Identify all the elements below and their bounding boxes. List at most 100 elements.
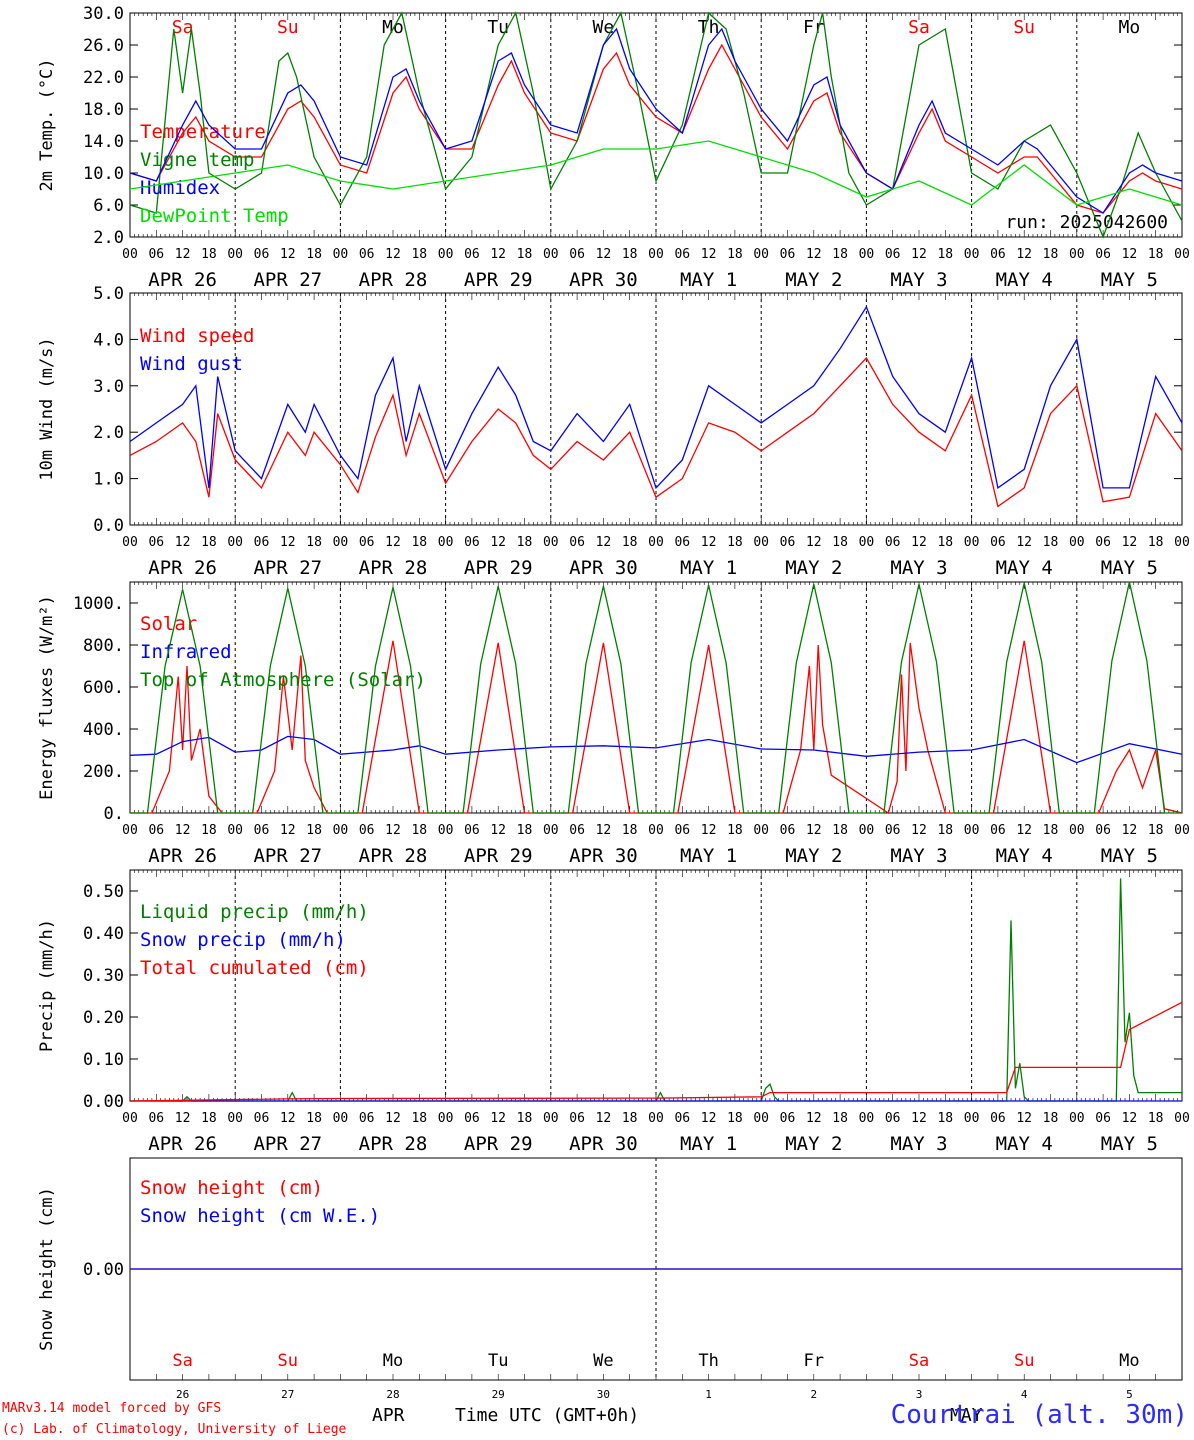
hour-tick-label: 06 <box>254 247 270 262</box>
legend-entry: Liquid precip (mm/h) <box>140 901 369 923</box>
date-label: APR 30 <box>569 557 638 579</box>
hour-tick-label: 00 <box>648 535 664 550</box>
hour-tick-label: 12 <box>175 535 191 550</box>
date-label: APR 28 <box>359 557 428 579</box>
weekday-label: Mo <box>1119 1351 1139 1371</box>
hour-tick-label: 00 <box>333 535 349 550</box>
hour-tick-label: 00 <box>122 247 138 262</box>
date-label: MAY 4 <box>996 557 1053 579</box>
weekday-label: Fr <box>804 1351 824 1371</box>
hour-tick-label: 00 <box>227 823 243 838</box>
hour-tick-label: 06 <box>885 1111 901 1126</box>
hour-tick-label: 18 <box>622 247 638 262</box>
hour-tick-label: 18 <box>517 535 533 550</box>
legend-entry: Top of Atmosphere (Solar) <box>140 669 426 691</box>
hour-tick-label: 12 <box>280 247 296 262</box>
hour-tick-label: 00 <box>333 247 349 262</box>
weekday-label: Su <box>1014 1351 1034 1371</box>
hour-tick-label: 00 <box>753 535 769 550</box>
hour-tick-label: 12 <box>806 1111 822 1126</box>
station-label: Courtrai (alt. 30m) <box>890 1400 1188 1430</box>
hour-tick-label: 12 <box>490 535 506 550</box>
hour-tick-label: 18 <box>937 535 953 550</box>
date-label: MAY 5 <box>1101 845 1158 867</box>
date-label: MAY 1 <box>680 1133 737 1155</box>
y-tick-label: 800. <box>83 636 124 656</box>
hour-tick-label: 12 <box>596 823 612 838</box>
hour-tick-label: 06 <box>359 823 375 838</box>
hour-tick-label: 12 <box>596 1111 612 1126</box>
hour-tick-label: 00 <box>964 535 980 550</box>
series-line-0 <box>129 43 1183 214</box>
hour-tick-label: 18 <box>1148 823 1164 838</box>
hour-tick-label: 18 <box>832 1111 848 1126</box>
hour-tick-label: 18 <box>517 1111 533 1126</box>
hour-tick-label: 18 <box>517 247 533 262</box>
date-label: MAY 1 <box>680 845 737 867</box>
credit-label: (c) Lab. of Climatology, University of L… <box>2 1422 347 1437</box>
hour-tick-label: 12 <box>385 535 401 550</box>
hour-tick-label: 00 <box>964 247 980 262</box>
hour-tick-label: 06 <box>569 247 585 262</box>
hour-tick-label: 00 <box>753 823 769 838</box>
hour-tick-label: 06 <box>885 247 901 262</box>
hour-tick-label: 06 <box>254 1111 270 1126</box>
weekday-label: Sa <box>909 1351 929 1371</box>
legend-entry: Wind gust <box>140 353 243 375</box>
date-label: APR 27 <box>253 269 322 291</box>
hour-tick-label: 12 <box>175 823 191 838</box>
date-label: APR 29 <box>464 845 533 867</box>
series-line-2 <box>130 581 1182 814</box>
hour-tick-label: 00 <box>964 823 980 838</box>
legend-entry: Wind speed <box>140 325 254 347</box>
hour-tick-label: 18 <box>411 535 427 550</box>
hour-tick-label: 00 <box>859 1111 875 1126</box>
weekday-label: Mo <box>383 1351 403 1371</box>
weekday-label: Mo <box>1119 17 1141 38</box>
weekday-label: Tu <box>487 17 509 38</box>
hour-tick-label: 18 <box>727 247 743 262</box>
day-number-label: 4 <box>1021 1388 1028 1401</box>
panel-0: 00 06 12 18 00 06 12 18 00 06 12 18 00 06 12 18 00 06 12 18… <box>37 4 1190 291</box>
hour-tick-label: 00 <box>859 247 875 262</box>
hour-tick-label: 00 <box>438 247 454 262</box>
hour-tick-label: 18 <box>201 247 217 262</box>
plot-frame <box>129 12 1183 238</box>
hour-tick-label: 12 <box>490 247 506 262</box>
hour-tick-label: 18 <box>622 1111 638 1126</box>
hour-tick-label: 06 <box>464 1111 480 1126</box>
hour-tick-label: 06 <box>990 535 1006 550</box>
hour-tick-label: 12 <box>385 247 401 262</box>
hour-tick-label: 00 <box>753 1111 769 1126</box>
y-tick-label: 0.20 <box>83 1008 124 1028</box>
date-label: APR 27 <box>253 557 322 579</box>
weekday-label: Su <box>278 1351 298 1371</box>
hour-tick-label: 18 <box>201 535 217 550</box>
hour-tick-label: 12 <box>596 247 612 262</box>
date-label: MAY 3 <box>890 845 947 867</box>
date-label: APR 27 <box>253 845 322 867</box>
date-label: APR 30 <box>569 269 638 291</box>
legend-entry: Snow height (cm W.E.) <box>140 1205 380 1227</box>
date-label: MAY 5 <box>1101 1133 1158 1155</box>
series-line-1 <box>129 735 1183 764</box>
hour-tick-label: 06 <box>1095 247 1111 262</box>
hour-tick-label: 00 <box>1069 1111 1085 1126</box>
y-tick-label: 0.30 <box>83 966 124 986</box>
day-number-label: 28 <box>386 1388 399 1401</box>
hour-tick-label: 18 <box>937 1111 953 1126</box>
date-label: APR 29 <box>464 269 533 291</box>
y-tick-label: 26.0 <box>83 36 124 56</box>
hour-tick-label: 12 <box>280 823 296 838</box>
hour-tick-label: 18 <box>832 535 848 550</box>
hour-tick-label: 00 <box>859 535 875 550</box>
hour-tick-label: 18 <box>1043 247 1059 262</box>
hour-tick-label: 12 <box>911 823 927 838</box>
hour-tick-label: 00 <box>227 535 243 550</box>
hour-tick-label: 00 <box>122 1111 138 1126</box>
footer-credits: MARv3.14 model forced by GFS (c) Lab. of… <box>2 1398 346 1440</box>
hour-tick-label: 18 <box>201 1111 217 1126</box>
hour-tick-label: 00 <box>543 823 559 838</box>
hour-tick-label: 00 <box>543 1111 559 1126</box>
hour-tick-label: 12 <box>280 535 296 550</box>
